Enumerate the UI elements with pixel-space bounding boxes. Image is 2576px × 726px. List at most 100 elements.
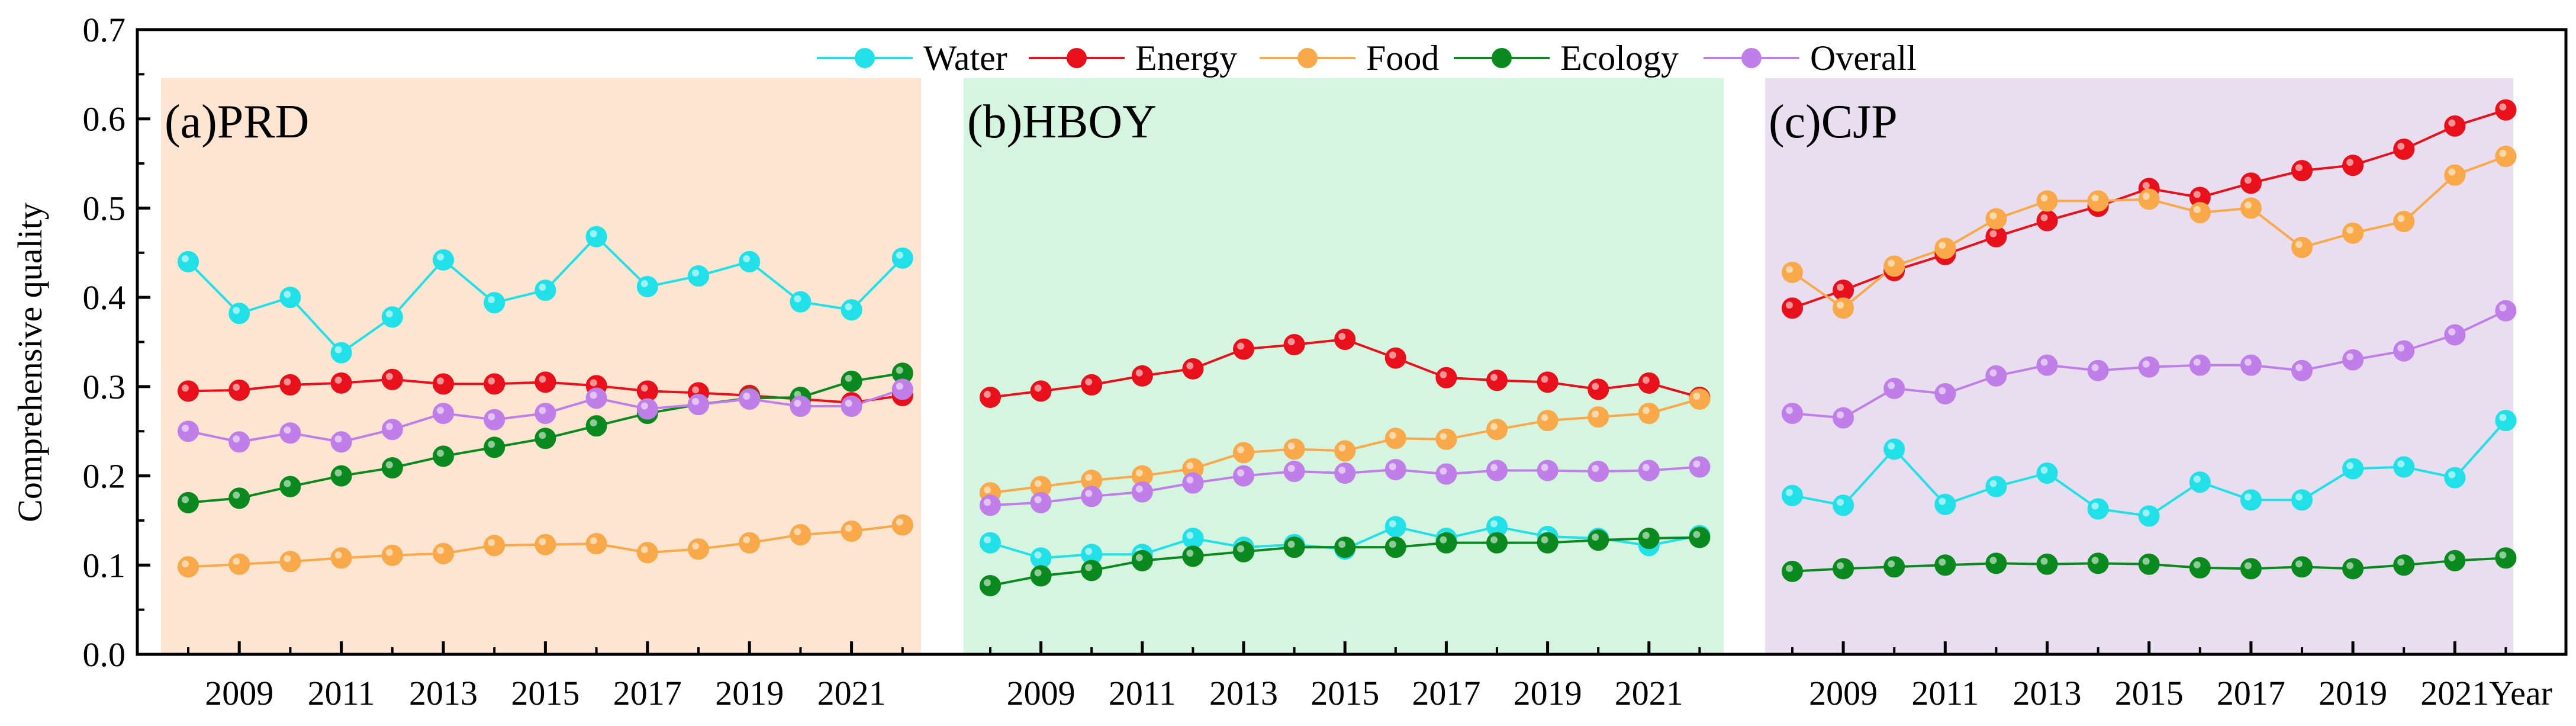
data-point-ecology: [1131, 550, 1153, 571]
data-point-highlight: [1989, 212, 1997, 220]
y-tick-label: 0.2: [83, 457, 126, 496]
data-point-ecology: [1638, 528, 1660, 550]
data-point-ecology: [228, 487, 250, 509]
data-point-energy: [636, 380, 658, 402]
data-point-highlight: [539, 432, 546, 439]
data-point-highlight: [233, 557, 240, 565]
data-point-overall: [2495, 300, 2517, 322]
y-tick-label: 0.5: [83, 189, 126, 227]
data-point-water: [2393, 456, 2415, 478]
data-point-highlight: [2193, 476, 2201, 483]
legend-label-overall: Overall: [1810, 38, 1917, 78]
data-point-highlight: [640, 546, 648, 554]
data-point-highlight: [2448, 168, 2456, 176]
data-point-highlight: [2091, 502, 2099, 510]
data-point-highlight: [1085, 564, 1093, 571]
data-point-highlight: [640, 280, 648, 288]
x-tick-label: 2013: [2013, 674, 2082, 712]
data-point-highlight: [437, 547, 444, 554]
data-point-food: [790, 524, 812, 546]
data-point-highlight: [845, 400, 852, 407]
data-point-highlight: [743, 392, 751, 400]
data-point-highlight: [1642, 407, 1650, 415]
data-point-overall: [484, 409, 505, 431]
legend-label-water: Water: [923, 38, 1007, 78]
data-point-highlight: [2499, 414, 2507, 422]
data-point-water: [2291, 489, 2313, 511]
data-point-overall: [2036, 354, 2058, 376]
data-point-overall: [790, 396, 812, 417]
data-point-water: [1934, 493, 1956, 515]
x-tick-label: 2011: [1911, 674, 1979, 712]
data-point-overall: [1030, 492, 1052, 513]
data-point-highlight: [2040, 358, 2048, 366]
data-point-water: [790, 291, 812, 313]
data-point-highlight: [233, 435, 240, 443]
data-point-ecology: [1384, 537, 1406, 558]
data-point-overall: [2240, 354, 2262, 376]
data-point-overall: [980, 494, 1001, 516]
data-point-highlight: [284, 480, 291, 487]
data-point-water: [381, 306, 403, 328]
data-point-ecology: [1537, 532, 1559, 554]
data-point-highlight: [1135, 554, 1143, 561]
data-point-water: [739, 250, 761, 272]
data-point-highlight: [2346, 462, 2354, 470]
data-point-highlight: [1135, 469, 1143, 477]
data-point-ecology: [1435, 532, 1457, 554]
data-point-overall: [2291, 359, 2313, 381]
data-point-highlight: [1989, 230, 1997, 237]
data-point-highlight: [182, 425, 189, 432]
data-point-highlight: [640, 402, 648, 410]
data-point-highlight: [385, 310, 393, 318]
data-point-highlight: [2448, 554, 2456, 561]
data-point-water: [2036, 462, 2058, 484]
data-point-water: [1985, 476, 2007, 497]
data-point-food: [1689, 388, 1711, 410]
data-point-highlight: [1085, 378, 1093, 386]
data-point-highlight: [1389, 432, 1396, 439]
data-point-highlight: [1989, 369, 1997, 377]
data-point-water: [891, 247, 913, 269]
data-point-highlight: [2142, 557, 2150, 565]
data-point-highlight: [1338, 332, 1346, 340]
data-point-overall: [1435, 463, 1457, 485]
data-point-highlight: [1592, 465, 1599, 473]
data-point-highlight: [1237, 545, 1244, 552]
data-point-highlight: [1642, 376, 1650, 384]
x-tick-label: 2013: [1209, 674, 1278, 712]
data-point-highlight: [2193, 205, 2201, 213]
panel-background-1: [161, 78, 921, 654]
data-point-highlight: [2346, 562, 2354, 570]
data-point-highlight: [1034, 496, 1042, 503]
data-point-highlight: [1888, 442, 1895, 450]
data-point-ecology: [2138, 553, 2160, 575]
data-point-food: [1883, 255, 1905, 277]
data-point-food: [1537, 410, 1559, 432]
data-point-highlight: [1389, 541, 1396, 548]
data-point-overall: [2393, 340, 2415, 362]
data-point-overall: [891, 378, 913, 400]
data-point-overall: [178, 420, 199, 442]
data-point-overall: [1689, 456, 1711, 478]
data-point-food: [433, 542, 454, 564]
data-point-energy: [1435, 367, 1457, 388]
data-point-highlight: [488, 539, 495, 547]
data-point-highlight: [2295, 493, 2303, 501]
data-point-highlight: [2091, 194, 2099, 202]
data-point-highlight: [539, 538, 546, 545]
data-point-food: [178, 556, 199, 578]
data-point-ecology: [1081, 560, 1103, 582]
data-point-highlight: [2040, 194, 2048, 202]
data-point-overall: [381, 419, 403, 441]
y-tick-label: 0.6: [83, 100, 126, 139]
data-point-highlight: [2193, 358, 2201, 366]
data-point-highlight: [284, 291, 291, 298]
data-point-food: [2189, 201, 2211, 223]
data-point-water: [636, 276, 658, 298]
data-point-highlight: [984, 499, 991, 506]
data-point-highlight: [1490, 374, 1498, 381]
data-point-water: [2087, 498, 2109, 520]
data-point-food: [1334, 440, 1356, 462]
data-point-highlight: [1888, 381, 1895, 389]
